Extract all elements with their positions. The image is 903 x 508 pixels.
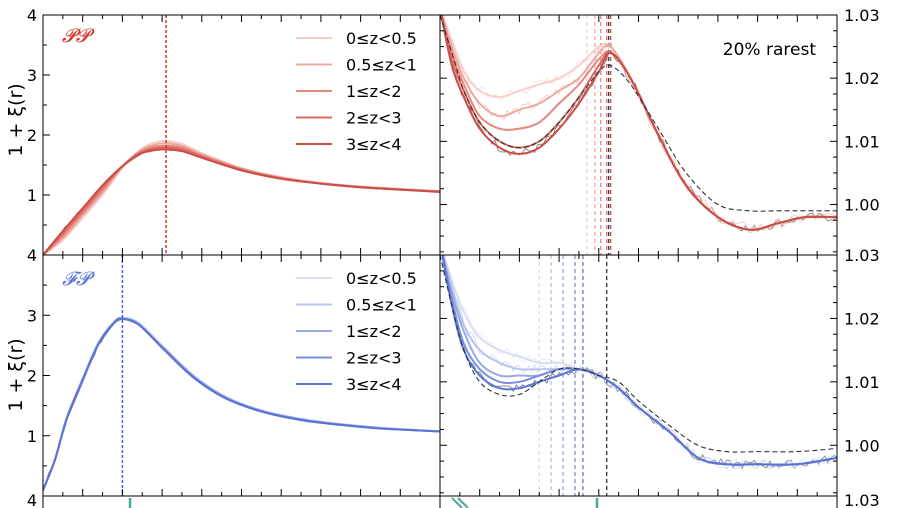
legend-label-2: 1≤z<2 [346, 82, 402, 101]
y-tick-label: 1.01 [844, 132, 880, 151]
noisy-series-1 [443, 255, 837, 471]
series-1 [442, 255, 837, 466]
legend-label-3: 2≤z<3 [346, 349, 402, 368]
y-tick-label: 1 [27, 186, 37, 205]
y-tick-label: 1.01 [844, 373, 880, 392]
plot-area [440, 15, 837, 255]
legend-label-3: 2≤z<3 [346, 109, 402, 128]
panel-label-pp: 𝓟𝓟 [62, 25, 95, 47]
panel-bottom-left: 1 2 3 4 0≤z<0.5 0.5≤z<1 1≤z<2 2≤z<3 3≤z<4 [27, 246, 441, 497]
annotation-rarest: 20% rarest [723, 40, 817, 60]
y-tick-label: 3 [27, 66, 37, 85]
series-1 [43, 142, 440, 255]
teal-mark [451, 497, 469, 508]
reference-curve [440, 255, 837, 453]
y-tick-label: 1.00 [844, 436, 880, 455]
legend-label-2: 1≤z<2 [346, 322, 402, 341]
y-tick-label: 1.03 [844, 491, 880, 508]
y-tick-label: 3 [27, 306, 37, 325]
ylabel-bottom: 1 + ξ(r) [5, 338, 27, 411]
series-3 [43, 146, 440, 255]
series-2 [441, 255, 837, 466]
series-0 [43, 139, 440, 255]
plot-area [43, 255, 440, 496]
y-tick-label: 1.00 [844, 195, 880, 214]
legend-label-0: 0≤z<0.5 [346, 29, 417, 48]
y-tick-label: 2 [27, 126, 37, 145]
panel-bottom-right: 1.00 1.01 1.02 1.03 [439, 246, 880, 497]
next-row-strip: 4 1.03 [27, 491, 880, 508]
legend-label-4: 3≤z<4 [346, 375, 402, 394]
panel-label-fp: 𝓕𝓟 [62, 268, 95, 290]
y-tick-label: 4 [27, 491, 37, 508]
y-tick-label: 1.03 [844, 246, 880, 265]
noisy-series-0 [443, 15, 837, 233]
plot-area [440, 255, 837, 496]
y-tick-label: 2 [27, 367, 37, 386]
series-4 [441, 255, 837, 466]
y-tick-label: 1.02 [844, 69, 880, 88]
y-tick-label: 1.02 [844, 309, 880, 328]
series-4 [43, 148, 440, 255]
series-3 [441, 255, 837, 466]
series-4 [43, 317, 440, 491]
ylabel-top: 1 + ξ(r) [5, 83, 27, 156]
noisy-line [43, 148, 440, 255]
series-0 [442, 255, 837, 466]
legend-label-4: 3≤z<4 [346, 135, 402, 154]
legend-label-0: 0≤z<0.5 [346, 269, 417, 288]
legend-label-1: 0.5≤z<1 [346, 56, 417, 75]
y-tick-label: 1 [27, 427, 37, 446]
y-tick-label: 4 [27, 246, 37, 265]
noisy-line [441, 255, 837, 470]
y-tick-label: 4 [27, 6, 37, 25]
noisy-series-0 [443, 255, 837, 470]
reference-curve [440, 15, 837, 212]
series-2 [43, 144, 440, 255]
legend-label-1: 0.5≤z<1 [346, 296, 417, 315]
panel-top-left: 1 2 3 4 0≤z<0.5 0.5≤z<1 1≤z<2 2≤z<3 3≤z<4 [27, 6, 441, 256]
y-tick-label: 1.03 [844, 6, 880, 25]
panel-top-right: 1.00 1.01 1.02 1.03 [439, 6, 880, 256]
plot-area [43, 15, 440, 255]
